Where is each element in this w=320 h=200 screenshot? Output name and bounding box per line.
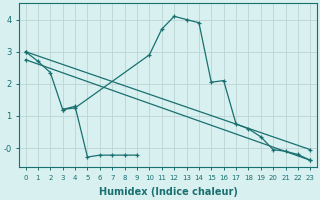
X-axis label: Humidex (Indice chaleur): Humidex (Indice chaleur) [99, 187, 237, 197]
